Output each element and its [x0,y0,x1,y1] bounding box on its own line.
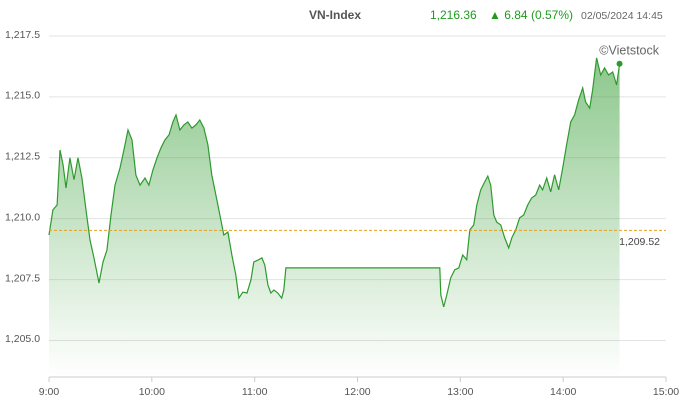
x-tick-label: 14:00 [550,386,576,398]
y-tick-label: 1,212.5 [5,151,40,163]
price: 1,216.36 [430,8,477,22]
timestamp: 02/05/2024 14:45 [581,10,663,22]
x-tick-label: 9:00 [39,386,60,398]
change-pct: (0.57%) [531,8,573,22]
last-point [616,60,623,67]
source: ©Vietstock [599,43,659,57]
y-tick-label: 1,215.0 [5,90,40,102]
area-fill [49,57,620,378]
y-tick-label: 1,217.5 [5,29,40,41]
x-tick-label: 12:00 [344,386,370,398]
index-name: VN-Index [309,8,361,22]
x-tick-label: 15:00 [653,386,679,398]
reference-label: 1,209.52 [619,236,660,248]
y-tick-label: 1,205.0 [5,333,40,345]
x-tick-label: 13:00 [447,386,473,398]
y-tick-label: 1,207.5 [5,272,40,284]
y-tick-label: 1,210.0 [5,211,40,223]
x-tick-label: 11:00 [242,386,268,398]
x-tick-label: 10:00 [139,386,165,398]
price-line [48,57,621,308]
change: ▲ 6.84 [489,8,528,22]
